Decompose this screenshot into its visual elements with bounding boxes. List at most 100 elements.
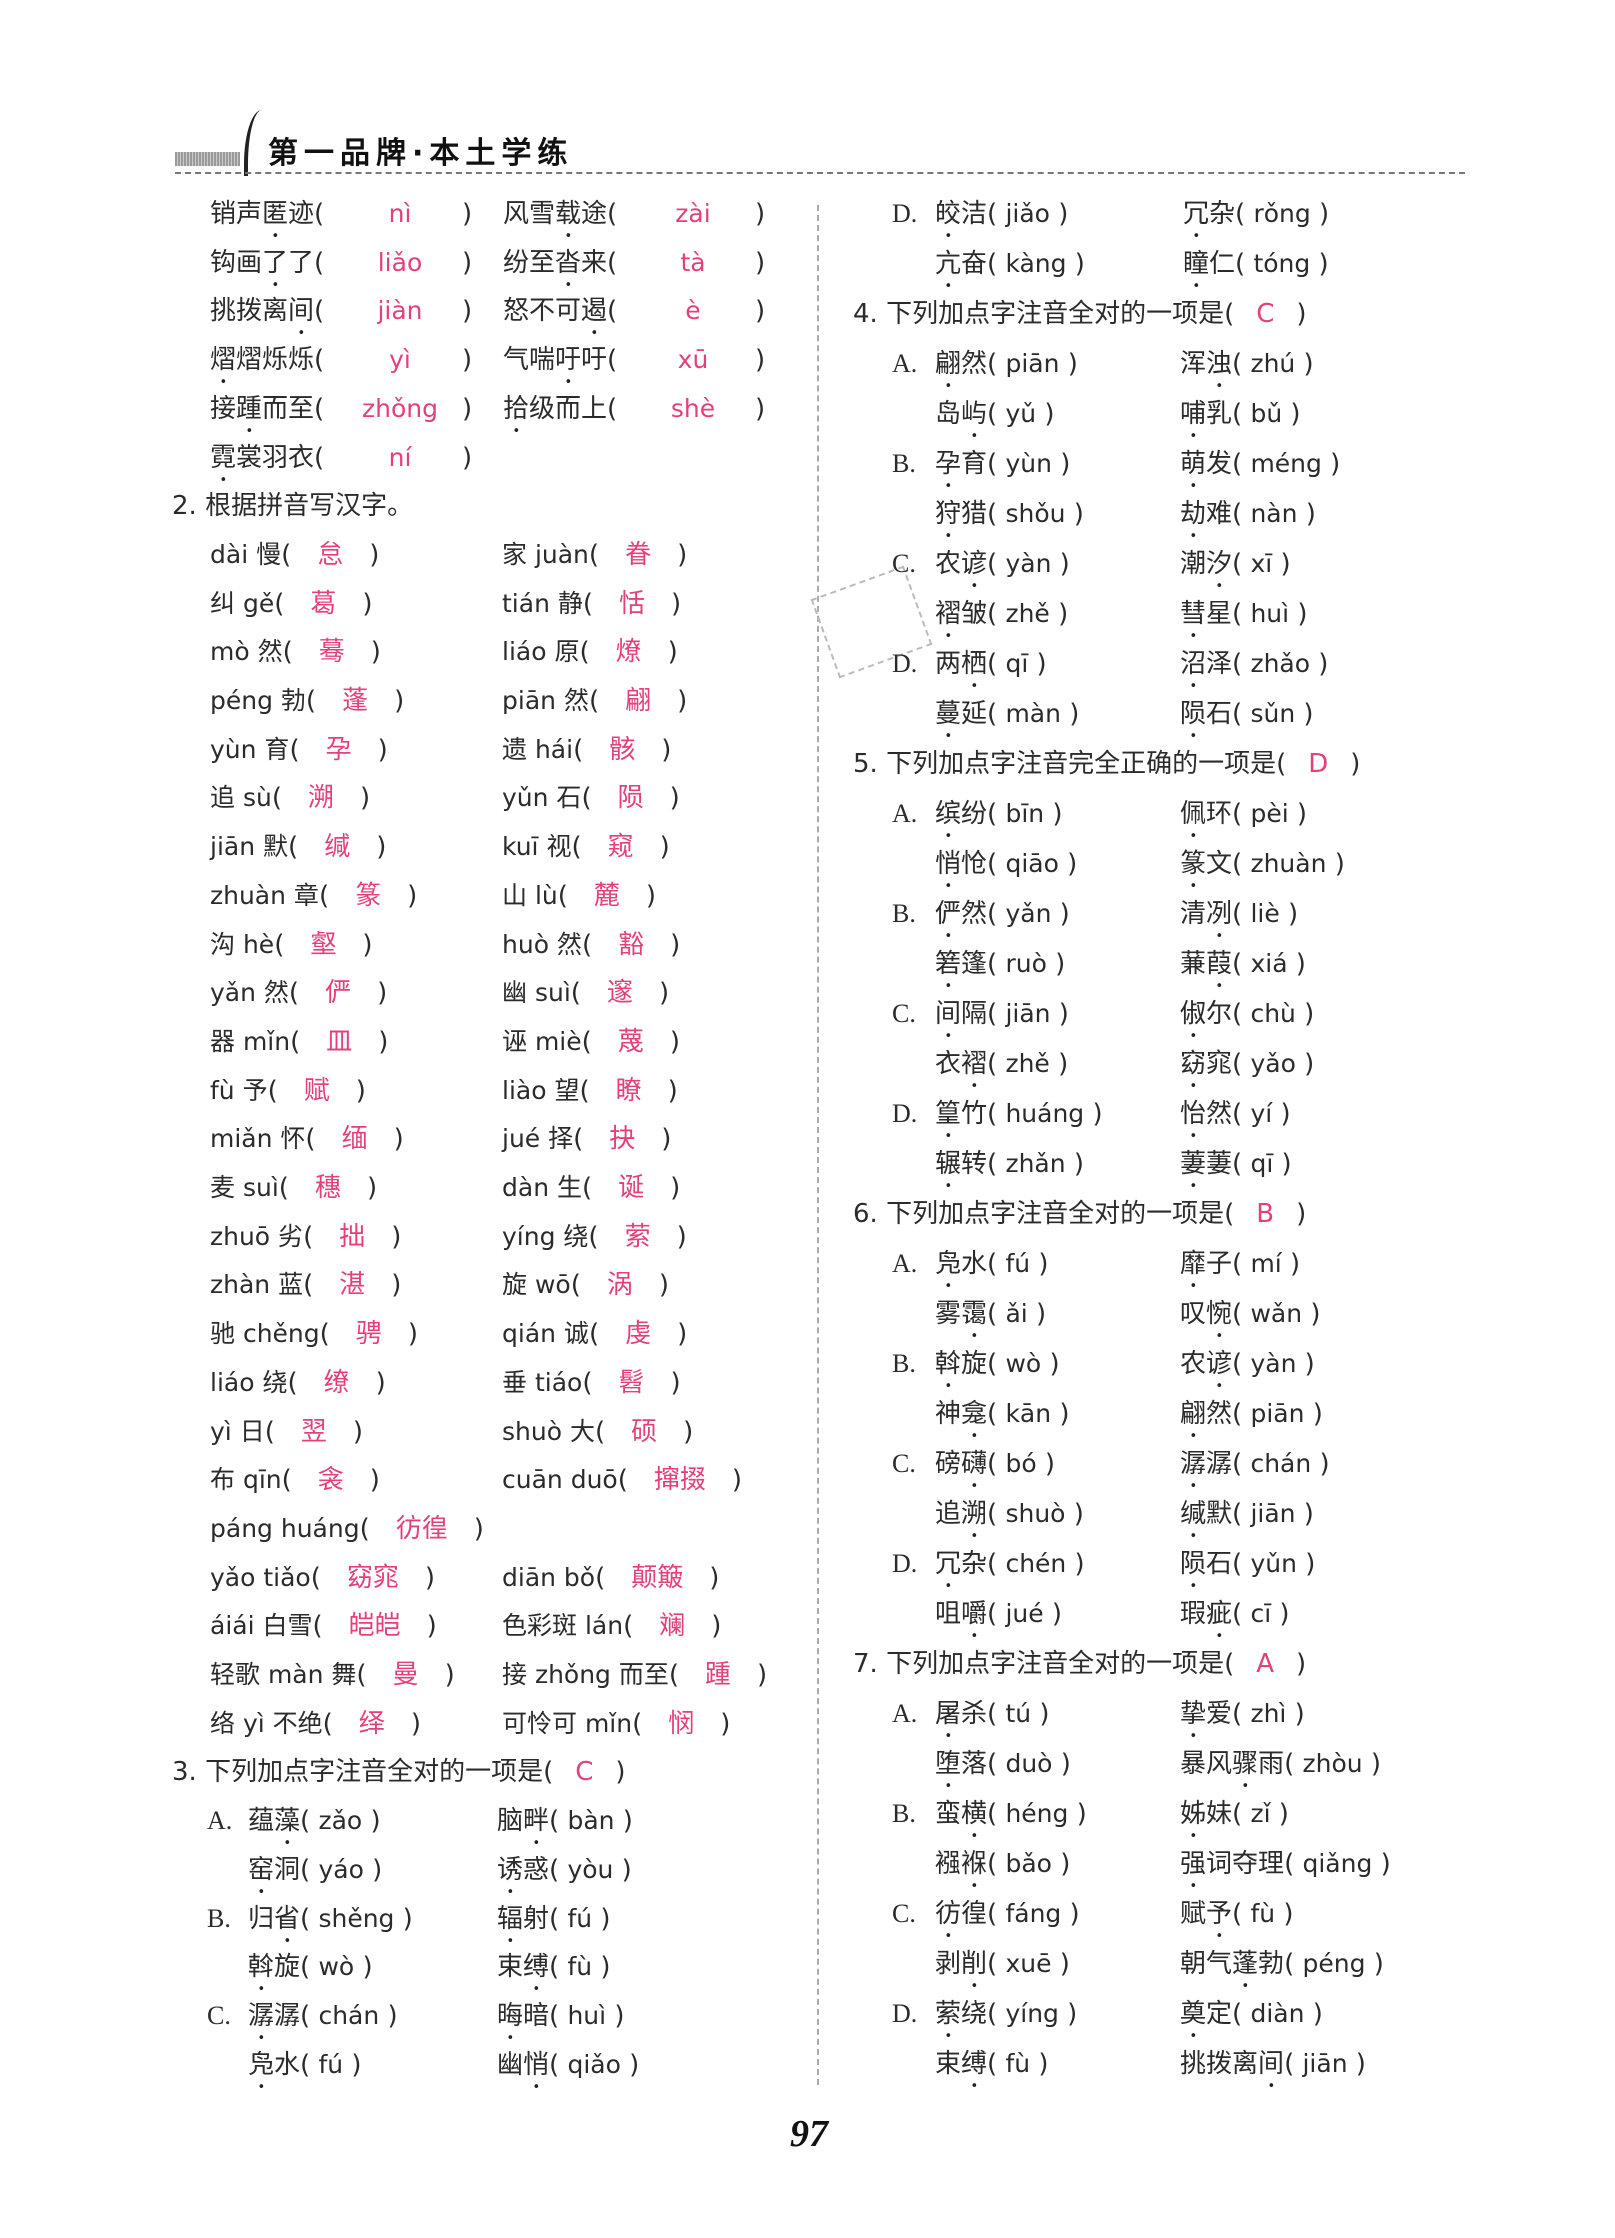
open-paren: ( (1232, 499, 1251, 529)
emphasized-char: 翩 (935, 349, 962, 379)
answer-chars: 赋 (303, 1075, 330, 1106)
pinyin-prompt: yì 日 (210, 1416, 265, 1446)
open-paren: ( (987, 1499, 1006, 1529)
emphasized-char: 斡 (248, 1952, 275, 1983)
line: 驰 chěng(骋) qián 诚(虔) (0, 1314, 1615, 1354)
emphasized-char: 佩 (1180, 799, 1207, 829)
open-paren: ( (1232, 949, 1251, 979)
emphasized-char: 狩 (935, 499, 962, 529)
pinyin: wò (1005, 1349, 1042, 1378)
close-paren: ) (1030, 2049, 1049, 2079)
line: yì 日(翌) shuò 大(硕) (0, 1412, 1615, 1452)
open-paren: ( (318, 880, 330, 911)
char: 暗 (523, 2000, 550, 2031)
fill-item: 旋 wō(涡) (502, 1265, 669, 1305)
line: 蔓延( màn ) 陨石( sǔn ) (0, 694, 1615, 734)
char: 怒 (503, 296, 530, 327)
emphasized-char: 晦 (497, 2000, 524, 2031)
close-paren: ) (709, 1562, 720, 1593)
pinyin-prompt: 驰 chěng (210, 1319, 320, 1349)
pinyin: zhuàn (1250, 849, 1327, 878)
dotted-word: 箬篷 (935, 949, 987, 979)
option-item: 归省( shěng ) (248, 1899, 413, 1949)
fill-item: 山 lù(麓) (502, 876, 656, 916)
dotted-word: 褶皱 (935, 599, 987, 629)
open-paren: ( (987, 1249, 1006, 1279)
answer-chars: 窈窕 (346, 1562, 399, 1593)
dotted-word: 气喘吁吁 (503, 340, 607, 390)
emphasized-char: 悄 (523, 2049, 550, 2080)
option-item: 佩环( pèi ) (1180, 794, 1307, 844)
open-paren: ( (1232, 1099, 1251, 1129)
char: 可 (555, 296, 582, 327)
char: 徨 (961, 1899, 988, 1929)
answer-chars: 燎 (615, 637, 642, 668)
close-paren: ) (362, 1806, 381, 1837)
dotted-word: 束缚 (935, 2049, 987, 2079)
emphasized-char: 横 (961, 1799, 988, 1829)
fill-item: 可怜可 mǐn(悯) (502, 1704, 730, 1744)
char: 拨 (236, 296, 263, 327)
open-paren: ( (356, 1660, 367, 1690)
char: 朝 (1180, 1949, 1207, 1979)
open-paren: ( (987, 2049, 1006, 2079)
dotted-word: 怒不可遏 (503, 291, 607, 341)
answer-chars: 蓬 (342, 686, 369, 716)
option-item: 神龛( kān ) (935, 1394, 1070, 1444)
char: 声 (236, 199, 263, 229)
fill-item: fù 予(赋) (210, 1071, 366, 1111)
answer-chars: 邃 (606, 978, 633, 1009)
char: 水 (274, 2049, 301, 2080)
answer-chars: 彷徨 (395, 1513, 448, 1544)
close-paren: ) (370, 637, 381, 668)
line: 剥削( xuē ) 朝气蓬勃( péng ) (0, 1944, 1615, 1984)
close-paren: ) (1049, 199, 1069, 229)
char: 叹 (1180, 1299, 1207, 1329)
emphasized-char: 怡 (1180, 1099, 1207, 1129)
close-paren: ) (1030, 1249, 1049, 1279)
question-number: 5. (853, 749, 887, 779)
close-paren: ) (1049, 1049, 1069, 1079)
dotted-word: 俨然 (935, 899, 987, 929)
fill-item: 幽 suì(邃) (502, 973, 669, 1013)
char: 窕 (1206, 1049, 1233, 1079)
dotted-word: 佩环 (1180, 799, 1232, 829)
option-item: 束缚( fù ) (497, 1947, 611, 1997)
char: 级 (529, 393, 556, 424)
line: 6. 下列加点字注音全对的一项是(B) (0, 1194, 1615, 1234)
close-paren: ) (369, 1465, 380, 1496)
open-paren: ( (1232, 1599, 1251, 1629)
open-paren: ( (570, 978, 581, 1009)
emphasized-char: 霓 (210, 442, 237, 473)
pinyin: zhòu (1302, 1749, 1363, 1778)
option-item: 潺潺( chán ) (248, 1996, 398, 2046)
pinyin: yǎo (1250, 1049, 1296, 1078)
open-paren: ( (549, 1903, 568, 1934)
pinyin: qī (1005, 649, 1029, 678)
pinyin: bǎo (1005, 1849, 1052, 1878)
open-paren: ( (588, 1319, 600, 1350)
open-paren: ( (987, 199, 1006, 229)
close-paren: ) (377, 734, 388, 765)
char: 气 (1206, 1949, 1233, 1979)
close-paren: ) (1046, 949, 1066, 979)
char: 岛 (935, 399, 962, 429)
open-paren: ( (588, 686, 600, 716)
char: 然 (1206, 1099, 1233, 1129)
close-paren: ) (360, 783, 371, 814)
question-number: 3. (172, 1757, 206, 1788)
option-item: 剥削( xuē ) (935, 1944, 1070, 1994)
option-item: 哺乳( bǔ ) (1180, 394, 1301, 444)
answer-letter: D (1308, 749, 1329, 779)
open-paren: ( (987, 949, 1006, 979)
char: 爱 (1206, 1699, 1233, 1729)
open-paren: ( (1232, 1399, 1251, 1429)
dotted-word: 斡旋 (248, 1952, 300, 1982)
char: 清 (1180, 899, 1207, 929)
open-paren: ( (281, 539, 292, 570)
emphasized-char: 辗 (935, 1149, 962, 1179)
open-paren: ( (987, 999, 1006, 1029)
line: D. 皎洁( jiǎo ) 冗杂( rǒng ) (0, 194, 1615, 234)
open-paren: ( (1232, 1249, 1251, 1279)
option-item: 冗杂( chén ) (935, 1544, 1085, 1594)
